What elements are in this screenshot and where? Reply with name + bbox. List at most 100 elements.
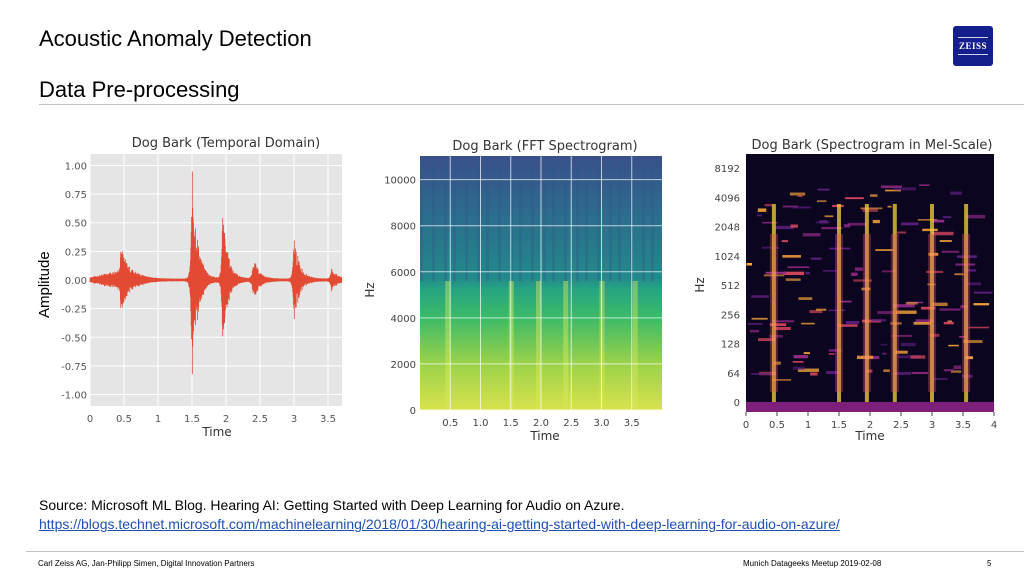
chart3-harmonic: [783, 205, 798, 208]
chart3-harmonic: [880, 343, 888, 346]
chart3-harmonic: [905, 302, 918, 305]
chart2-band: [432, 156, 435, 281]
chart3-streak-glow: [862, 234, 871, 392]
logo-line-bottom: [958, 54, 988, 55]
chart3-harmonic: [809, 310, 823, 314]
chart3-harmonic: [789, 192, 806, 196]
chart3-bottom-band: [746, 402, 994, 412]
chart3-harmonic: [900, 342, 916, 347]
chart3-streak: [864, 204, 869, 402]
chart1-y-tick-label: 0.00: [65, 276, 87, 287]
chart3-bands: [746, 184, 993, 402]
chart1-y-tick-label: -0.25: [61, 305, 87, 316]
chart3-harmonic: [757, 208, 767, 212]
chart3-harmonic: [887, 205, 892, 208]
footer-event: Munich Datageeks Meetup 2019-02-08: [743, 559, 882, 568]
chart2-band: [543, 156, 546, 281]
chart3-harmonic: [943, 369, 955, 372]
chart3-harmonic: [815, 308, 827, 311]
chart3-streak-glow: [962, 234, 971, 392]
chart1-y-ticks: 1.00 0.75 0.50 0.25 0.00 -0.25 -0.50 -0.75 -1.00: [61, 161, 87, 401]
chart3-x-tick-label: 1: [805, 420, 811, 431]
chart2-y-ticks: 10000 8000 6000 4000 2000 0: [384, 176, 416, 417]
chart2-y-tick-label: 2000: [391, 360, 416, 371]
chart2-streak: [563, 280, 569, 410]
chart3-harmonic: [843, 224, 851, 228]
chart3-harmonic: [892, 304, 915, 308]
footer-author: Carl Zeiss AG, Jan-Philipp Simen, Digita…: [38, 559, 255, 568]
chart3-streak-glow: [835, 234, 843, 392]
chart1-x-tick-label: 3: [291, 414, 297, 425]
chart3-streak: [930, 204, 934, 402]
chart3-x-label: Time: [854, 429, 884, 443]
chart2-y-label: Hz: [363, 282, 377, 297]
chart3-harmonic: [826, 371, 840, 375]
chart3-harmonic: [877, 311, 894, 314]
chart3-harmonic: [810, 372, 818, 376]
logo-line-top: [958, 37, 988, 38]
chart2-band: [519, 156, 522, 281]
slide-subtitle: Data Pre-processing: [39, 77, 240, 102]
chart2-y-tick-label: 6000: [391, 268, 416, 279]
chart3-harmonic: [965, 269, 977, 272]
chart3-heatmap: [746, 154, 994, 412]
chart3-harmonic: [893, 372, 911, 375]
chart3-harmonic: [942, 216, 952, 219]
chart3-harmonic: [973, 291, 993, 294]
chart3-harmonic: [817, 188, 830, 191]
chart3-harmonic: [801, 322, 815, 325]
chart2-x-tick-label: 0.5: [442, 418, 458, 429]
chart3-harmonic: [853, 279, 873, 282]
chart3-harmonic: [896, 310, 917, 314]
chart2-band: [531, 156, 534, 281]
chart3-harmonic: [932, 378, 948, 380]
chart3-harmonic: [941, 250, 960, 253]
chart3-harmonic: [931, 231, 954, 236]
chart3-harmonic: [751, 372, 772, 375]
chart2-x-tick-label: 1.5: [503, 418, 519, 429]
chart2-band: [585, 156, 588, 281]
chart3-harmonic: [922, 228, 938, 232]
chart3-harmonic: [851, 272, 858, 276]
chart3-harmonic: [973, 303, 990, 306]
chart3-harmonic: [932, 302, 948, 307]
chart3-harmonic: [797, 368, 819, 372]
chart3-harmonic: [921, 306, 936, 310]
chart2-x-tick-label: 1.0: [473, 418, 489, 429]
mel-spectrogram-chart: 8192 4096 2048 1024 512 256 128 64 0 0 0.5 1 1.5 2 2.…: [693, 138, 997, 443]
chart2-y-tick-label: 8000: [391, 222, 416, 233]
chart2-streak: [445, 280, 451, 410]
chart2-x-tick-label: 3.5: [624, 418, 640, 429]
chart3-harmonic: [747, 323, 763, 325]
source-link[interactable]: https://blogs.technet.microsoft.com/mach…: [39, 516, 840, 532]
chart2-band: [465, 156, 468, 281]
chart3-harmonic: [950, 370, 962, 373]
chart2-band: [552, 156, 555, 281]
chart3-harmonic: [828, 309, 846, 312]
chart3-harmonic: [764, 203, 773, 207]
chart3-harmonic: [785, 278, 801, 281]
chart3-y-tick-label: 128: [721, 340, 740, 351]
chart3-harmonic: [901, 222, 919, 226]
chart3-harmonic: [802, 233, 821, 237]
chart2-y-tick-label: 10000: [384, 176, 416, 187]
chart3-y-tick-label: 0: [734, 398, 740, 409]
chart3-harmonic: [803, 352, 810, 355]
chart1-x-tick-label: 3.5: [320, 414, 336, 425]
chart3-harmonic: [881, 185, 902, 189]
chart3-harmonic: [947, 320, 952, 323]
chart3-x-tick-label: 3.5: [955, 420, 971, 431]
chart3-x-tick-label: 1.5: [831, 420, 847, 431]
chart3-harmonic: [968, 326, 990, 329]
chart3-streak-glow: [769, 234, 778, 392]
chart3-streak: [964, 204, 969, 402]
chart1-x-tick-label: 2.5: [252, 414, 268, 425]
chart2-x-tick-label: 2.0: [533, 418, 549, 429]
chart3-streak-glow: [890, 234, 899, 392]
chart3-y-tick-label: 512: [721, 281, 740, 292]
chart2-band: [609, 156, 612, 281]
chart3-harmonic: [792, 206, 811, 209]
chart3-harmonic: [883, 369, 890, 372]
chart3-harmonic: [775, 326, 791, 331]
chart3-harmonic: [815, 221, 830, 224]
